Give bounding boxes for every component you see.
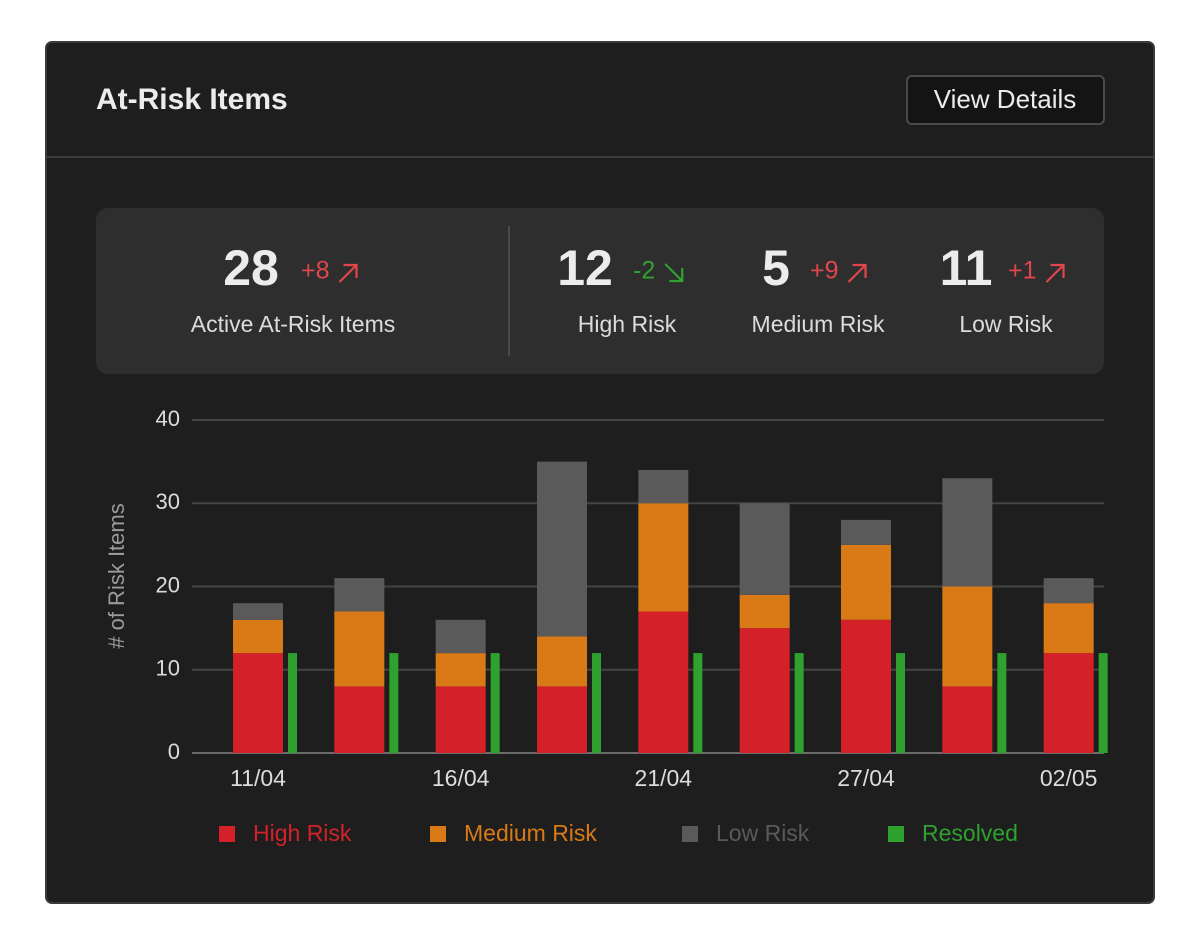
y-axis-label: # of Risk Items	[104, 503, 129, 648]
stat-value: 11	[940, 240, 993, 296]
bar	[896, 653, 905, 753]
bar-segment	[233, 653, 283, 753]
stat-change: +9	[810, 257, 839, 285]
stat-change: -2	[633, 257, 655, 285]
trend-arrow	[1045, 263, 1065, 283]
card-title: At-Risk Items	[96, 83, 288, 116]
bar-segment	[233, 619, 283, 654]
legend-swatch	[682, 826, 698, 842]
bar-segment	[334, 578, 385, 612]
bar-segment	[334, 686, 385, 753]
x-tick-label: 27/04	[837, 765, 895, 791]
bar-segment	[739, 628, 790, 753]
trend-arrow	[338, 263, 358, 283]
legend-label: Resolved	[922, 820, 1018, 846]
bar-segment	[638, 503, 689, 612]
x-tick-label: 11/04	[230, 765, 286, 791]
bar	[592, 653, 601, 753]
bar-segment	[638, 469, 689, 504]
legend-label: Low Risk	[716, 820, 810, 846]
bar-segment	[435, 653, 486, 687]
y-tick-label: 30	[156, 489, 180, 514]
card	[45, 41, 1155, 904]
y-tick-label: 20	[156, 572, 180, 597]
bar-segment	[942, 586, 993, 687]
trend-arrow	[664, 263, 684, 283]
button-label[interactable]: View Details	[934, 84, 1077, 114]
legend-swatch	[219, 826, 235, 842]
bar-segment	[435, 686, 486, 753]
stat-change: +1	[1008, 257, 1037, 285]
stat-label: Low Risk	[959, 311, 1053, 337]
x-tick-label: 21/04	[635, 765, 693, 791]
x-tick-label: 16/04	[432, 765, 490, 791]
x-tick-label: 02/05	[1040, 765, 1098, 791]
stat-label: Active At-Risk Items	[191, 311, 395, 337]
bar	[1098, 653, 1108, 753]
bar-segment	[334, 611, 385, 687]
stat-label: Medium Risk	[752, 311, 885, 337]
stats-panel	[96, 208, 1104, 374]
bar-segment	[537, 461, 587, 637]
legend-swatch	[430, 826, 446, 842]
stat-value: 5	[762, 240, 790, 296]
y-tick-label: 10	[156, 656, 180, 681]
stat-change: +8	[301, 257, 330, 285]
bar-segment	[739, 503, 790, 595]
bar	[997, 653, 1007, 753]
bar-segment	[942, 686, 993, 753]
bar	[288, 653, 297, 753]
bar-segment	[841, 519, 891, 545]
stat-label: High Risk	[578, 311, 677, 337]
bar-segment	[841, 544, 891, 620]
bar-segment	[435, 619, 486, 654]
view-details-button[interactable]: View Details	[906, 75, 1105, 125]
bar-segment	[942, 478, 993, 587]
bar-segment	[1043, 653, 1094, 753]
bar-segment	[537, 636, 587, 687]
legend-label: Medium Risk	[464, 820, 597, 846]
legend-label: High Risk	[253, 820, 352, 846]
bar-segment	[841, 619, 891, 753]
bar-segment	[1043, 603, 1094, 654]
bar	[794, 653, 804, 753]
trend-arrow	[847, 263, 867, 283]
bar-segment	[638, 611, 689, 753]
bar	[693, 653, 703, 753]
stat-value: 12	[557, 240, 613, 296]
bar-segment	[1043, 578, 1094, 604]
bar-segment	[537, 686, 587, 753]
bar	[490, 653, 500, 753]
bar	[389, 653, 399, 753]
legend-swatch	[888, 826, 904, 842]
bar-segment	[233, 603, 283, 620]
y-tick-label: 0	[168, 739, 180, 764]
button-frame[interactable]	[906, 75, 1105, 125]
y-tick-label: 40	[156, 406, 180, 431]
bar-segment	[739, 594, 790, 629]
stat-value: 28	[223, 240, 279, 296]
